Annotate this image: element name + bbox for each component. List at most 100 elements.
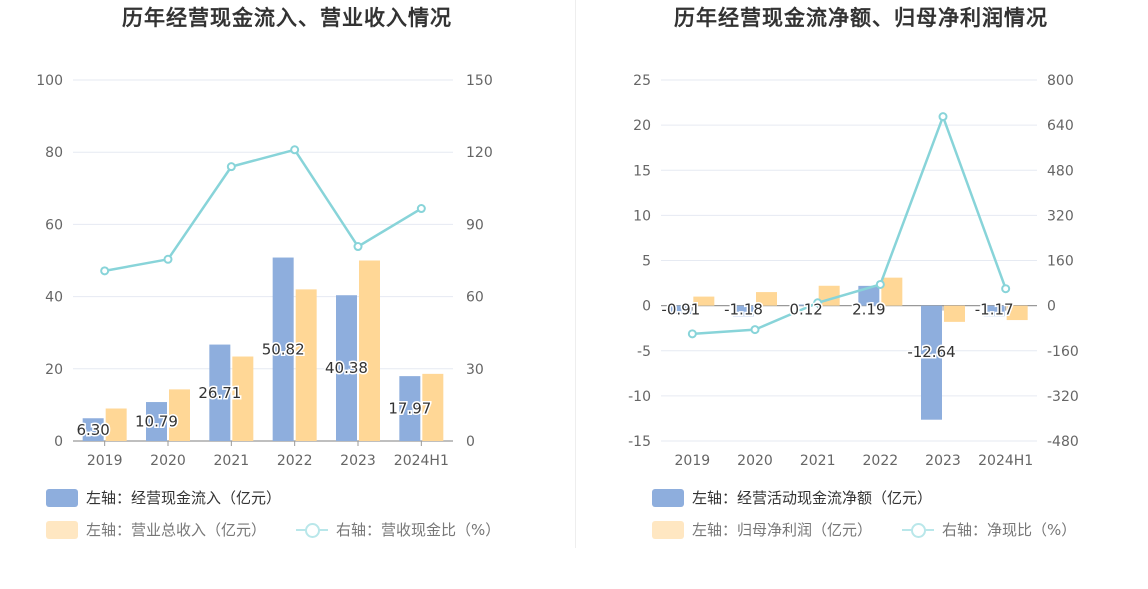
data-label: -12.64 [907, 343, 955, 361]
y-tick-label-right: -480 [1047, 434, 1079, 450]
legend-label: 左轴：归母净利润（亿元） [692, 521, 873, 539]
bar-series-1 [733, 305, 754, 317]
data-label: -0.91 [661, 301, 700, 319]
y-tick-label-left: 15 [633, 163, 651, 179]
line-point [163, 254, 173, 264]
legend-swatch-blue [652, 488, 684, 507]
y-tick-label-left: 10 [633, 208, 651, 224]
legend-item-net-cashflow[interactable]: 左轴：经营活动现金流净额（亿元） [652, 487, 932, 508]
data-label: 6.30 [76, 421, 109, 439]
bar-series-2 [169, 389, 190, 441]
data-label: 50.82 [262, 340, 305, 358]
data-label: -1.18 [724, 301, 763, 319]
y-tick-label-left: 20 [633, 118, 651, 134]
bar-series-2 [944, 305, 965, 322]
x-tick-label: 2020 [737, 453, 773, 469]
line-point [875, 279, 885, 289]
y-tick-label-right: 120 [466, 145, 493, 161]
bar-series-2 [359, 260, 380, 441]
panel-divider [575, 0, 576, 548]
y-tick-label-right: 160 [1047, 254, 1074, 270]
chart-plot-area: 0 20 40 60 80 100 0 30 60 90 120 150 2019 2020 2021 202… [36, 73, 493, 469]
bar-series-2 [232, 356, 254, 441]
chart-title: 历年经营现金流净额、归母净利润情况 [674, 6, 1048, 30]
y-tick-label-left: -15 [628, 434, 651, 450]
data-label: 26.71 [198, 384, 241, 402]
x-tick-label: 2021 [214, 453, 250, 469]
line-series [692, 113, 1007, 336]
x-tick-label: 2019 [87, 453, 123, 469]
legend-label: 左轴：经营现金流入（亿元） [86, 489, 282, 507]
bar-series-2 [881, 277, 903, 306]
line-point [226, 162, 236, 172]
x-tick-label: 2021 [800, 453, 836, 469]
line-point [416, 204, 426, 214]
data-label: 0.12 [789, 301, 822, 319]
y-tick-label-left: 100 [36, 73, 63, 89]
bar-series-1 [399, 376, 421, 441]
legend-label: 左轴：经营活动现金流净额（亿元） [692, 489, 933, 507]
legend-item-cash-inflow[interactable]: 左轴：经营现金流入（亿元） [46, 487, 281, 508]
y-tick-label-left: 0 [54, 434, 63, 450]
y-tick-label-right: 0 [1047, 299, 1056, 315]
bar-series-1 [272, 257, 294, 441]
line-point [750, 325, 760, 335]
y-tick-label-left: 20 [45, 362, 63, 378]
y-tick-label-right: 0 [466, 434, 475, 450]
y-tick-label-right: 640 [1047, 118, 1074, 134]
line-point [353, 242, 363, 252]
x-tick-label: 2024H1 [978, 453, 1033, 469]
data-label: 10.79 [135, 413, 178, 431]
y-tick-label-right: 60 [466, 290, 484, 306]
y-tick-label-left: 40 [45, 290, 63, 306]
x-tick-label: 2023 [925, 453, 961, 469]
legend-item-revenue[interactable]: 左轴：营业总收入（亿元） [46, 519, 266, 540]
chart-title: 历年经营现金流入、营业收入情况 [122, 6, 452, 30]
bar-series-2 [693, 296, 715, 306]
y-tick-label-left: 80 [45, 145, 63, 161]
y-tick-label-left: 0 [642, 299, 651, 315]
data-label: -1.17 [975, 301, 1014, 319]
chart-panel-netcash-profit: 历年经营现金流净额、归母净利润情况 -15 -10 -5 0 5 10 15 20 25 -480… [574, 0, 1148, 589]
line-point [100, 266, 110, 276]
bar-series-2 [756, 292, 777, 306]
x-tick-label: 2022 [863, 453, 899, 469]
y-tick-label-left: 5 [642, 254, 651, 270]
data-label: 2.19 [852, 301, 885, 319]
legend-item-net-profit[interactable]: 左轴：归母净利润（亿元） [652, 519, 872, 540]
data-label: 40.38 [325, 359, 368, 377]
x-tick-label: 2019 [675, 453, 711, 469]
y-tick-label-right: 150 [466, 73, 493, 89]
bar-series-1 [983, 305, 1005, 317]
legend-label: 右轴：营收现金比（%） [336, 521, 501, 539]
bar-series-1 [82, 418, 104, 441]
data-label: 17.97 [388, 400, 431, 418]
line-point [813, 298, 823, 308]
y-tick-label-right: 320 [1047, 208, 1074, 224]
line-point [290, 145, 300, 155]
x-tick-label: 2020 [150, 453, 186, 469]
legend-label: 右轴：净现比（%） [942, 521, 1077, 539]
bar-series-2 [105, 408, 127, 441]
bar-series-1 [670, 305, 692, 314]
y-tick-label-left: -10 [628, 389, 651, 405]
legend-swatch-blue [46, 488, 78, 507]
y-tick-label-right: 30 [466, 362, 484, 378]
legend-swatch-orange [652, 520, 684, 539]
legend-swatch-orange [46, 520, 78, 539]
bar-series-1 [209, 344, 231, 441]
bar-series-2 [295, 289, 317, 441]
line-point [687, 329, 697, 339]
legend-item-net-cash-ratio[interactable]: 右轴：净现比（%） [902, 519, 1076, 540]
legend-item-revenue-cash-ratio[interactable]: 右轴：营收现金比（%） [296, 519, 500, 540]
bar-series-1 [921, 305, 942, 420]
legend-label: 左轴：营业总收入（亿元） [86, 521, 267, 539]
legend-line-marker-icon [296, 521, 328, 539]
bar-series-1 [795, 304, 817, 306]
bar-series-1 [858, 285, 880, 306]
legend-line-marker-icon [902, 521, 934, 539]
y-tick-label-left: 25 [633, 73, 651, 89]
y-tick-label-right: 90 [466, 217, 484, 233]
y-tick-label-right: 480 [1047, 163, 1074, 179]
y-tick-label-right: -320 [1047, 389, 1079, 405]
